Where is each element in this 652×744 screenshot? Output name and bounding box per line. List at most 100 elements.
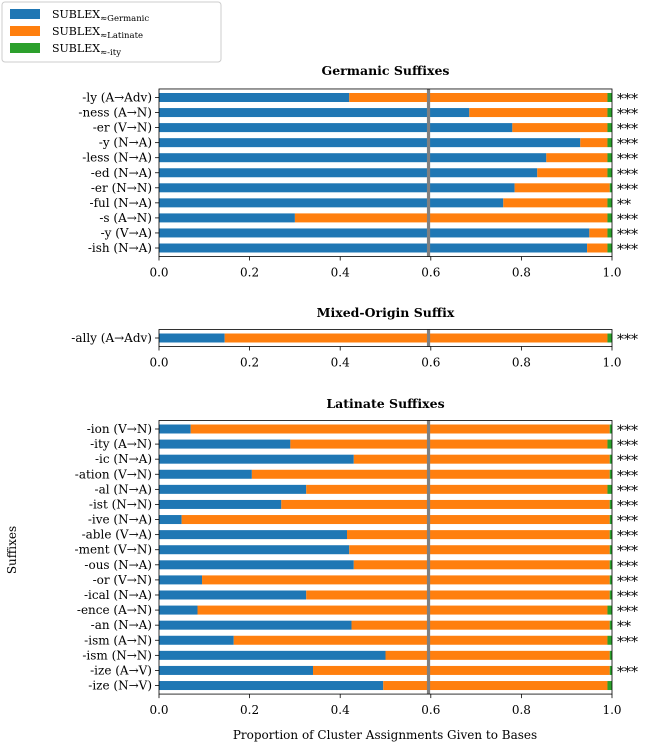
bar-latinate xyxy=(349,93,608,102)
significance-label: *** xyxy=(617,529,638,545)
bar-latinate xyxy=(233,635,608,645)
bar-germanic xyxy=(159,530,347,540)
bar-germanic xyxy=(159,153,547,163)
bar-germanic xyxy=(159,650,386,660)
bar-latinate xyxy=(353,560,610,570)
bar-ity xyxy=(607,153,612,163)
bar-ity xyxy=(607,333,612,343)
row-label: -ed (N→A) xyxy=(91,166,152,180)
significance-label: *** xyxy=(617,227,638,243)
bar-germanic xyxy=(159,213,295,223)
x-tick-label: 0.8 xyxy=(512,266,531,280)
bar-latinate xyxy=(294,213,608,223)
bar-latinate xyxy=(190,424,610,434)
row-label: -ize (A→V) xyxy=(90,663,152,677)
significance-label: *** xyxy=(617,122,638,138)
bar-germanic xyxy=(159,665,314,675)
row-label: -ish (N→A) xyxy=(88,241,152,255)
row-label: -less (N→A) xyxy=(82,151,152,165)
bar-germanic xyxy=(159,454,354,464)
bar-ity xyxy=(609,575,612,585)
significance-label: *** xyxy=(617,498,638,514)
bar-ity xyxy=(607,484,612,494)
bar-ity xyxy=(607,168,612,178)
legend-swatch xyxy=(10,43,40,53)
panel-title: Mixed-Origin Suffix xyxy=(317,305,455,320)
x-tick-label: 0.6 xyxy=(421,356,440,370)
row-label: -ical (N→A) xyxy=(84,588,152,602)
row-label: -ize (N→V) xyxy=(88,679,152,693)
bar-latinate xyxy=(281,499,610,509)
x-tick-label: 0.2 xyxy=(240,266,259,280)
x-tick-label: 0.0 xyxy=(149,703,168,717)
bar-latinate xyxy=(306,590,610,600)
significance-label: *** xyxy=(617,544,638,560)
row-label: -er (V→N) xyxy=(93,121,152,135)
bar-ity xyxy=(607,605,612,615)
bar-germanic xyxy=(159,681,384,691)
panel-title: Latinate Suffixes xyxy=(326,396,444,411)
row-label: -ive (N→A) xyxy=(88,513,152,527)
row-label: -ic (N→A) xyxy=(95,452,152,466)
legend-swatch xyxy=(10,26,40,36)
bar-ity xyxy=(609,424,612,434)
bar-ity xyxy=(607,108,612,118)
bar-ity xyxy=(607,213,612,223)
row-label: -ation (V→N) xyxy=(75,467,152,481)
x-tick-label: 0.4 xyxy=(331,356,350,370)
chart-panels: Germanic Suffixes -ly (A→Adv) *** -ness (A→… xyxy=(71,63,638,717)
bar-latinate xyxy=(385,650,610,660)
x-axis-title: Proportion of Cluster Assignments Given … xyxy=(233,728,537,742)
bar-latinate xyxy=(469,108,608,118)
bar-latinate xyxy=(197,605,608,615)
x-tick-label: 1.0 xyxy=(602,703,621,717)
row-label: -er (N→N) xyxy=(91,181,152,195)
legend-subscript: ≈Germanic xyxy=(100,14,149,24)
bar-ity xyxy=(609,545,612,555)
legend-subscript: ≈Latinate xyxy=(100,31,143,41)
bar-germanic xyxy=(159,484,307,494)
bar-ity xyxy=(609,515,612,525)
bar-germanic xyxy=(159,138,581,148)
row-label: -ness (A→N) xyxy=(78,106,152,120)
row-label: -able (V→A) xyxy=(82,528,152,542)
row-label: -ally (A→Adv) xyxy=(71,331,152,345)
x-tick-label: 0.0 xyxy=(149,266,168,280)
bar-germanic xyxy=(159,183,515,193)
bar-latinate xyxy=(224,333,608,343)
row-label: -ment (V→N) xyxy=(75,543,152,557)
row-label: -ful (N→A) xyxy=(90,196,152,210)
row-label: -ism (N→N) xyxy=(82,648,152,662)
bar-ity xyxy=(607,635,612,645)
bar-latinate xyxy=(346,530,610,540)
row-label: -s (A→N) xyxy=(99,211,152,225)
x-tick-label: 0.8 xyxy=(512,356,531,370)
significance-label: *** xyxy=(617,423,638,439)
bar-germanic xyxy=(159,560,354,570)
bar-ity xyxy=(607,93,612,102)
plot-frame xyxy=(158,329,613,347)
panel-title: Germanic Suffixes xyxy=(322,63,450,78)
x-tick-label: 0.6 xyxy=(421,266,440,280)
bar-germanic xyxy=(159,575,203,585)
bar-latinate xyxy=(290,439,608,449)
x-tick-label: 1.0 xyxy=(602,266,621,280)
bar-germanic xyxy=(159,168,538,178)
row-label: -ous (N→A) xyxy=(84,558,152,572)
x-tick-label: 0.2 xyxy=(240,356,259,370)
bar-ity xyxy=(607,228,612,238)
bar-ity xyxy=(609,469,612,479)
bar-germanic xyxy=(159,515,182,525)
y-axis-title: Suffixes xyxy=(5,526,19,574)
x-tick-label: 0.8 xyxy=(512,703,531,717)
bar-ity xyxy=(609,530,612,540)
significance-label: *** xyxy=(617,152,638,168)
significance-label: *** xyxy=(617,107,638,123)
bar-germanic xyxy=(159,123,513,133)
significance-label: *** xyxy=(617,438,638,454)
bar-ity xyxy=(607,681,612,691)
x-tick-label: 0.2 xyxy=(240,703,259,717)
x-tick-label: 1.0 xyxy=(602,356,621,370)
row-label: -an (N→A) xyxy=(91,618,152,632)
row-label: -or (V→N) xyxy=(93,573,152,587)
